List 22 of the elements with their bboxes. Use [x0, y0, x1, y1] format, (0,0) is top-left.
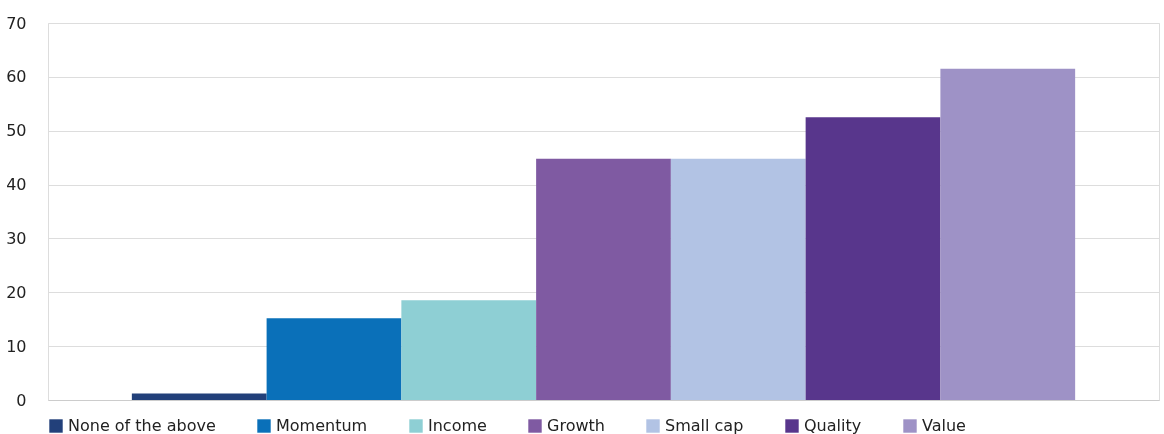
- y-tick-label: 50: [6, 121, 27, 141]
- y-tick-label: 10: [6, 336, 27, 356]
- y-tick-label: 0: [16, 390, 27, 410]
- legend-label: None of the above: [68, 416, 216, 434]
- bar: [536, 158, 671, 400]
- y-tick-label: 70: [6, 13, 27, 33]
- y-tick-label: 30: [6, 228, 27, 248]
- legend-label: Quality: [804, 416, 862, 434]
- bar: [131, 393, 267, 400]
- bar: [940, 68, 1076, 400]
- bar: [401, 300, 537, 400]
- bar: [805, 117, 941, 400]
- y-tick-label: 20: [6, 282, 27, 302]
- bar: [670, 158, 806, 400]
- legend-label: Growth: [547, 416, 605, 434]
- legend-label: Income: [428, 416, 487, 434]
- y-tick-label: 60: [6, 67, 27, 87]
- y-tick-label: 40: [6, 175, 27, 195]
- legend-label: Value: [922, 416, 966, 434]
- legend-label: Small cap: [665, 416, 744, 434]
- legend-label: Momentum: [276, 416, 368, 434]
- bar: [266, 318, 402, 400]
